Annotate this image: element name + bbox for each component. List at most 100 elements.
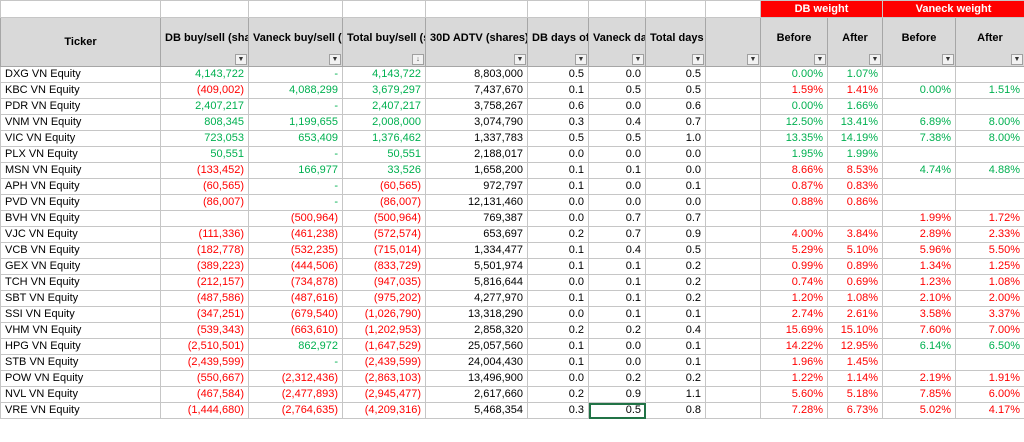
cell-db-buysell[interactable]: (467,584) <box>160 386 249 403</box>
cell-total-days[interactable]: 0.2 <box>645 290 706 307</box>
cell-total-buysell[interactable]: 2,008,000 <box>342 114 426 131</box>
cell-vaneck-after[interactable] <box>955 98 1024 115</box>
cell-db-before[interactable]: 7.28% <box>760 402 828 419</box>
cell-ticker[interactable]: MSN VN Equity <box>0 162 161 179</box>
cell-ticker[interactable]: SBT VN Equity <box>0 290 161 307</box>
cell-blank[interactable] <box>705 98 761 115</box>
cell-vaneck-days[interactable]: 0.5 <box>588 82 646 99</box>
cell-db-buysell[interactable]: (182,778) <box>160 242 249 259</box>
cell-ticker[interactable]: KBC VN Equity <box>0 82 161 99</box>
cell-vaneck-after[interactable]: 8.00% <box>955 114 1024 131</box>
cell-vaneck-after[interactable] <box>955 146 1024 163</box>
cell-db-after[interactable]: 0.89% <box>827 258 883 275</box>
cell-db-before[interactable]: 0.00% <box>760 66 828 83</box>
cell-vaneck-buysell[interactable]: (2,764,635) <box>248 402 343 419</box>
filter-dropdown-icon[interactable]: ▼ <box>869 54 881 65</box>
cell-blank[interactable] <box>705 226 761 243</box>
cell-db-before[interactable]: 1.22% <box>760 370 828 387</box>
cell-db-before[interactable]: 5.29% <box>760 242 828 259</box>
cell-db-buysell[interactable]: 2,407,217 <box>160 98 249 115</box>
cell-vaneck-buysell[interactable]: - <box>248 194 343 211</box>
cell-total-days[interactable]: 0.5 <box>645 66 706 83</box>
cell-adtv[interactable]: 13,496,900 <box>425 370 528 387</box>
cell-vaneck-buysell[interactable]: (500,964) <box>248 210 343 227</box>
cell-total-days[interactable]: 0.0 <box>645 162 706 179</box>
cell-vaneck-after[interactable]: 4.88% <box>955 162 1024 179</box>
cell-db-days[interactable]: 0.3 <box>527 402 589 419</box>
cell-db-before[interactable]: 14.22% <box>760 338 828 355</box>
cell-vaneck-after[interactable] <box>955 194 1024 211</box>
cell-vaneck-buysell[interactable]: 862,972 <box>248 338 343 355</box>
cell-ticker[interactable]: VHM VN Equity <box>0 322 161 339</box>
cell-db-after[interactable]: 8.53% <box>827 162 883 179</box>
cell-adtv[interactable]: 653,697 <box>425 226 528 243</box>
cell-vaneck-buysell[interactable]: (487,616) <box>248 290 343 307</box>
col-header-db-before[interactable]: Before ▼ <box>760 17 828 67</box>
cell-total-days[interactable]: 0.6 <box>645 98 706 115</box>
cell-db-days[interactable]: 0.1 <box>527 162 589 179</box>
col-header-vaneck-days[interactable]: Vaneck days of trading ▼ <box>588 17 646 67</box>
cell-db-buysell[interactable]: 4,143,722 <box>160 66 249 83</box>
cell-total-days[interactable]: 0.2 <box>645 370 706 387</box>
cell-db-after[interactable] <box>827 210 883 227</box>
cell-blank[interactable] <box>705 386 761 403</box>
cell-db-before[interactable]: 0.87% <box>760 178 828 195</box>
cell-db-days[interactable]: 0.6 <box>527 98 589 115</box>
cell-db-after[interactable]: 3.84% <box>827 226 883 243</box>
cell-vaneck-before[interactable]: 3.58% <box>882 306 956 323</box>
cell-db-days[interactable]: 0.1 <box>527 290 589 307</box>
cell-total-buysell[interactable]: (947,035) <box>342 274 426 291</box>
cell-vaneck-buysell[interactable]: 4,088,299 <box>248 82 343 99</box>
cell-ticker[interactable]: PLX VN Equity <box>0 146 161 163</box>
cell-total-days[interactable]: 1.0 <box>645 130 706 147</box>
cell-blank[interactable] <box>705 146 761 163</box>
cell-ticker[interactable]: VJC VN Equity <box>0 226 161 243</box>
cell-vaneck-after[interactable]: 8.00% <box>955 130 1024 147</box>
cell-db-days[interactable]: 0.0 <box>527 194 589 211</box>
cell-db-buysell[interactable] <box>160 210 249 227</box>
cell-db-after[interactable]: 13.41% <box>827 114 883 131</box>
cell-vaneck-days[interactable]: 0.9 <box>588 386 646 403</box>
filter-dropdown-icon[interactable]: ▼ <box>942 54 954 65</box>
cell-db-before[interactable]: 1.96% <box>760 354 828 371</box>
cell-blank[interactable] <box>705 290 761 307</box>
cell-vaneck-before[interactable] <box>882 194 956 211</box>
cell-vaneck-after[interactable]: 1.51% <box>955 82 1024 99</box>
cell-vaneck-after[interactable]: 1.72% <box>955 210 1024 227</box>
filter-dropdown-icon[interactable]: ▼ <box>747 54 759 65</box>
db-weight-group-header[interactable]: DB weight <box>760 0 883 18</box>
cell-db-before[interactable]: 12.50% <box>760 114 828 131</box>
cell-blank[interactable] <box>705 370 761 387</box>
cell-total-days[interactable]: 0.1 <box>645 178 706 195</box>
cell-ticker[interactable]: VNM VN Equity <box>0 114 161 131</box>
cell-ticker[interactable]: TCH VN Equity <box>0 274 161 291</box>
cell-total-days[interactable]: 0.5 <box>645 242 706 259</box>
cell-blank[interactable] <box>705 306 761 323</box>
cell-vaneck-after[interactable]: 6.00% <box>955 386 1024 403</box>
cell-db-buysell[interactable]: (389,223) <box>160 258 249 275</box>
cell-ticker[interactable]: POW VN Equity <box>0 370 161 387</box>
cell[interactable] <box>588 0 646 18</box>
cell-db-buysell[interactable]: 723,053 <box>160 130 249 147</box>
cell-total-days[interactable]: 0.1 <box>645 306 706 323</box>
cell-vaneck-days[interactable]: 0.0 <box>588 178 646 195</box>
cell-db-buysell[interactable]: (550,667) <box>160 370 249 387</box>
cell-vaneck-buysell[interactable]: (444,506) <box>248 258 343 275</box>
cell-db-days[interactable]: 0.1 <box>527 178 589 195</box>
cell-total-buysell[interactable]: (500,964) <box>342 210 426 227</box>
filter-dropdown-icon[interactable]: ▼ <box>632 54 644 65</box>
cell[interactable] <box>0 0 161 18</box>
cell-adtv[interactable]: 25,057,560 <box>425 338 528 355</box>
cell-vaneck-buysell[interactable]: - <box>248 66 343 83</box>
cell-vaneck-before[interactable]: 0.00% <box>882 82 956 99</box>
cell-blank[interactable] <box>705 258 761 275</box>
cell-vaneck-buysell[interactable]: - <box>248 354 343 371</box>
cell-db-buysell[interactable]: 808,345 <box>160 114 249 131</box>
cell-vaneck-days[interactable]: 0.1 <box>588 290 646 307</box>
cell-ticker[interactable]: PVD VN Equity <box>0 194 161 211</box>
cell-vaneck-buysell[interactable]: 166,977 <box>248 162 343 179</box>
cell-db-buysell[interactable]: 50,551 <box>160 146 249 163</box>
cell-db-buysell[interactable]: (86,007) <box>160 194 249 211</box>
col-header-db-buysell[interactable]: DB buy/sell (shares) ▼ <box>160 17 249 67</box>
cell-vaneck-buysell[interactable]: (734,878) <box>248 274 343 291</box>
